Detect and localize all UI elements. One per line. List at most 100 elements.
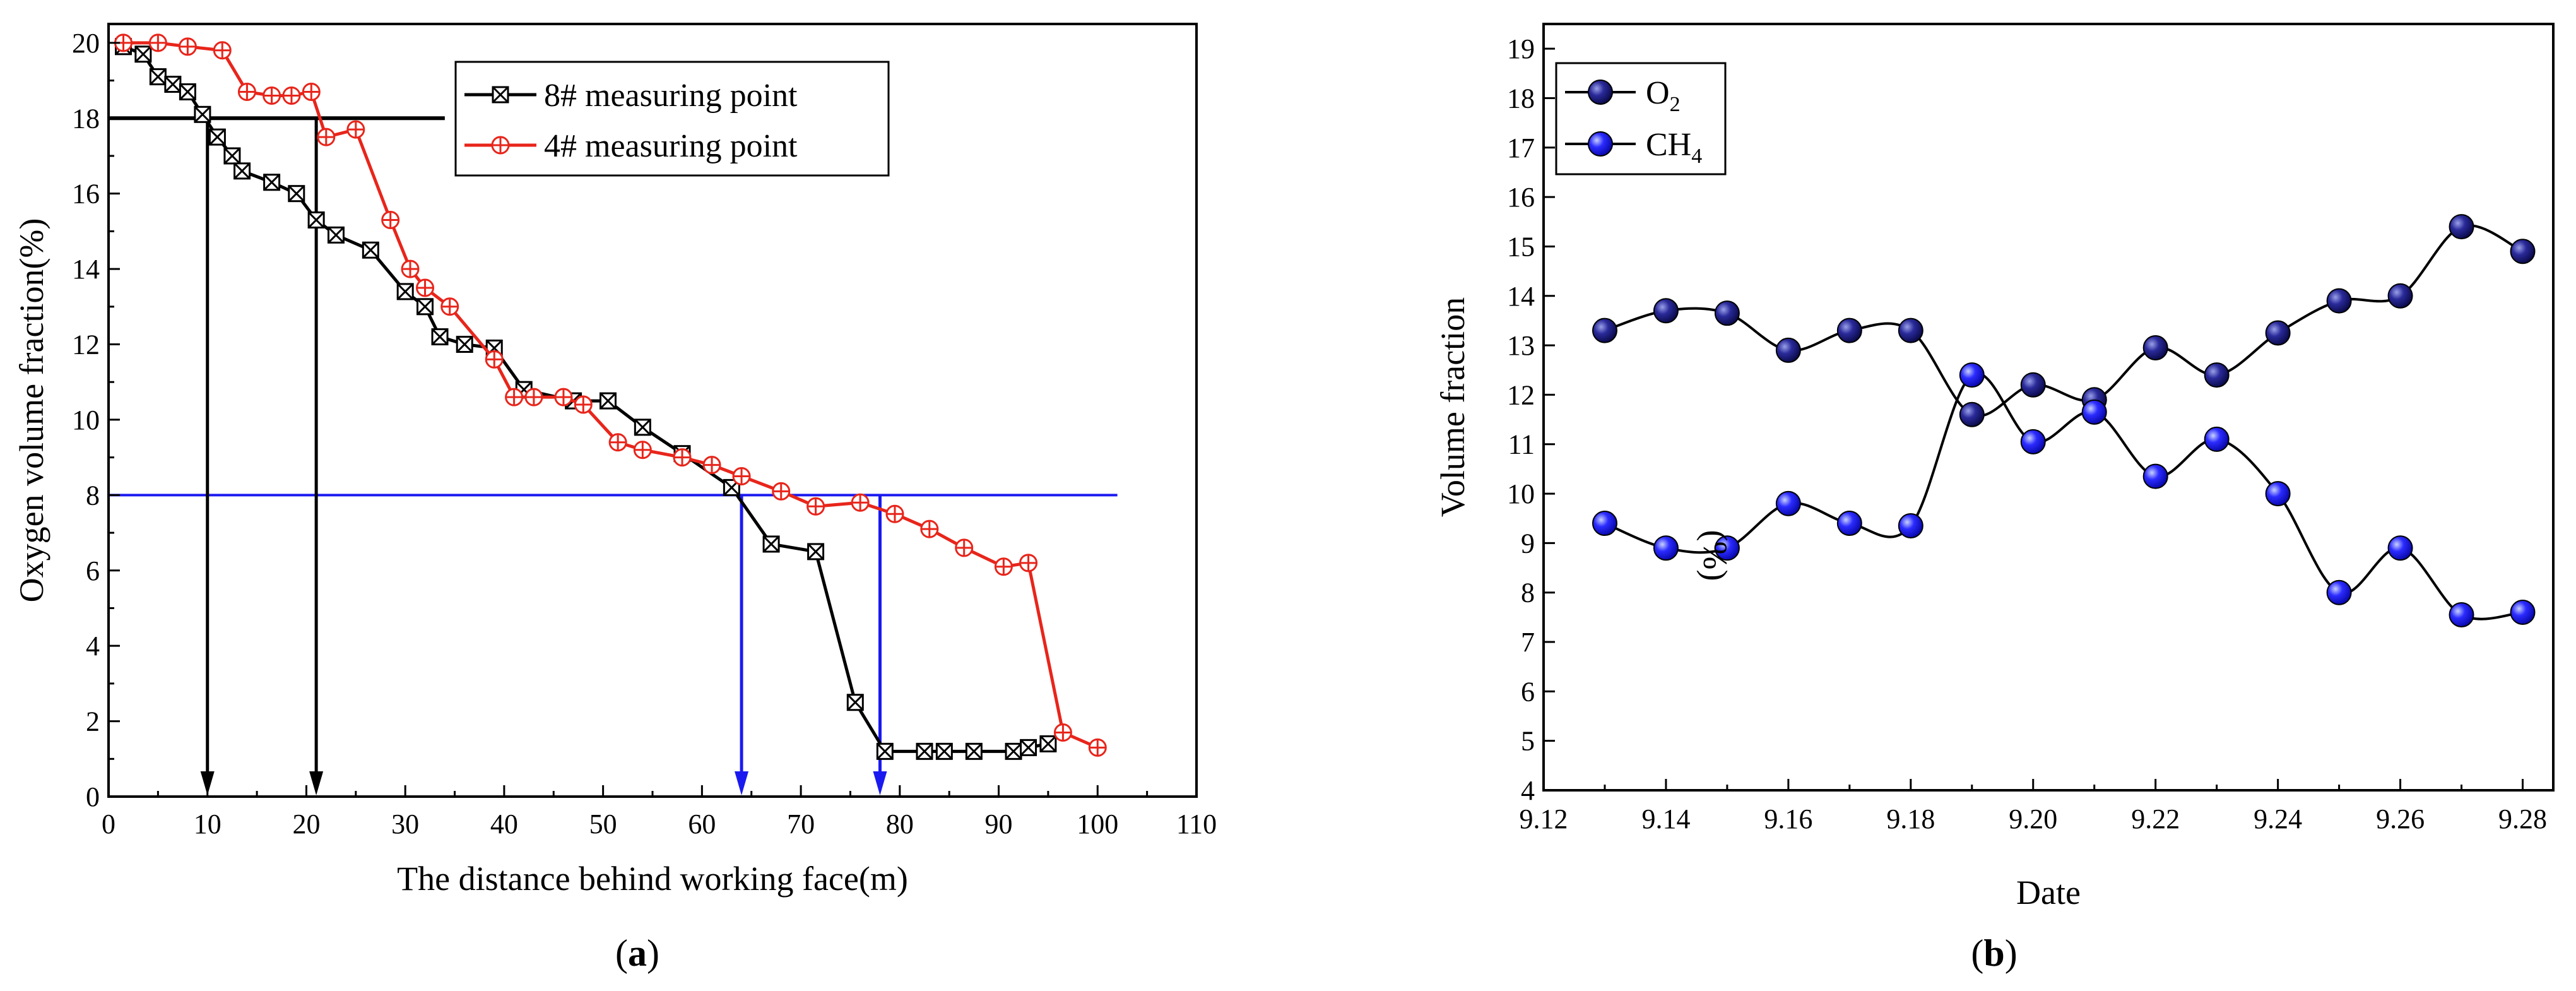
marker-cross (877, 743, 894, 760)
y-tick-label: 16 (72, 179, 100, 210)
legend-entry-8-measuring-point: 8# measuring point (544, 78, 798, 114)
o2-data-point (2142, 335, 2168, 361)
y-tick-label: 5 (1521, 726, 1535, 757)
marker-plus (283, 87, 300, 104)
data-point (1053, 723, 1072, 742)
data-point (178, 37, 197, 56)
y-tick-label: 4 (1521, 775, 1535, 806)
marker-plus (150, 34, 167, 51)
y-tick-label: 20 (72, 28, 100, 59)
x-tick-label: 9.16 (1764, 804, 1812, 834)
y-tick-label: 10 (1507, 478, 1535, 509)
y-tick-label: 14 (72, 254, 100, 285)
o2-data-point (1898, 317, 1923, 343)
ch4-data-point (1836, 511, 1862, 537)
marker-plus (634, 441, 651, 458)
data-point (263, 86, 281, 105)
data-point (505, 388, 524, 406)
data-point (440, 297, 459, 316)
data-point (396, 283, 414, 300)
x-tick-label: 9.24 (2254, 804, 2302, 834)
marker-plus (1089, 739, 1106, 756)
marker-cross (1020, 739, 1037, 756)
data-point (302, 82, 321, 101)
data-point (223, 147, 241, 165)
marker-cross (362, 242, 379, 259)
y-tick-label: 17 (1507, 133, 1535, 163)
data-point (401, 259, 420, 278)
panel-a-legend: 8# measuring point 4# measuring point (454, 61, 890, 177)
marker-plus (525, 389, 542, 406)
data-point (916, 742, 933, 760)
blue-drop-arrow-head (873, 771, 887, 795)
data-point (732, 466, 751, 485)
marker-plus (441, 298, 458, 315)
data-point (416, 278, 435, 297)
o2-data-point (2204, 362, 2230, 388)
x-tick-label: 100 (1077, 809, 1118, 840)
data-point (431, 328, 449, 346)
marker-plus (1055, 724, 1072, 741)
marker-cross (916, 743, 933, 760)
data-point (920, 519, 939, 538)
legend-swatch-ch4 (1588, 131, 1613, 157)
drop-arrow-head (200, 771, 215, 795)
marker-plus (852, 494, 869, 511)
o2-data-point (2510, 239, 2536, 264)
marker-plus (303, 83, 320, 100)
y-tick-label: 18 (1507, 83, 1535, 114)
ch4-data-point (1653, 535, 1679, 561)
marker-cross (456, 336, 473, 353)
marker-cross (194, 106, 211, 123)
o2-data-point (2326, 288, 2352, 314)
x-tick-label: 9.14 (1641, 804, 1690, 834)
panel-b-legend: O2 CH4 (1555, 62, 1727, 175)
marker-cross (1039, 735, 1056, 752)
marker-plus (486, 351, 503, 368)
x-tick-label: 9.18 (1886, 804, 1935, 834)
marker-cross (134, 45, 151, 62)
ch4-data-point (2204, 426, 2230, 452)
ch4-data-point (1714, 535, 1740, 561)
legend-o2-sub: 2 (1670, 93, 1681, 116)
legend-o2-main: O (1646, 75, 1670, 111)
panel-b-y-axis-label: Volume fraction (1434, 297, 1472, 517)
data-point (807, 543, 825, 561)
o2-data-point (1836, 317, 1862, 343)
x-tick-label: 0 (102, 809, 115, 840)
panel-a-ticks: 0 10 20 30 40 50 60 70 80 90 100 110 0 2 4 6 8 10 12 14 16 18… (72, 28, 1217, 840)
data-point (149, 68, 167, 86)
marker-plus (1020, 554, 1037, 571)
x-tick-label: 10 (194, 809, 222, 840)
y-tick-label: 13 (1507, 330, 1535, 361)
panel-a-letter: a (628, 932, 647, 974)
data-point (282, 86, 301, 105)
legend-swatch-plus (492, 137, 509, 153)
y-tick-label: 9 (1521, 528, 1535, 559)
legend-swatch-cross (492, 86, 509, 104)
ch4-data-point (1898, 513, 1923, 538)
x-tick-label: 30 (391, 809, 419, 840)
marker-cross (308, 211, 325, 228)
ch4-data-point (2020, 429, 2046, 454)
marker-plus (674, 449, 691, 466)
marker-plus (704, 456, 721, 473)
marker-plus (505, 389, 523, 406)
legend-ch4-sub: 4 (1691, 145, 1702, 168)
data-point (851, 493, 870, 512)
y-tick-label: 4 (86, 631, 100, 662)
panel-b-plot-frame (1542, 23, 2555, 792)
series-line-o2 (1604, 224, 2524, 417)
x-tick-label: 90 (985, 809, 1013, 840)
y-tick-label: 6 (1521, 676, 1535, 707)
marker-cross (179, 83, 196, 100)
ch4-data-point (2265, 481, 2291, 507)
y-tick-label: 14 (1507, 281, 1535, 312)
data-point (846, 694, 864, 711)
data-point (608, 433, 627, 452)
data-point (307, 211, 325, 228)
x-tick-label: 9.22 (2131, 804, 2180, 834)
data-point (1088, 738, 1107, 757)
x-tick-label: 60 (688, 809, 716, 840)
